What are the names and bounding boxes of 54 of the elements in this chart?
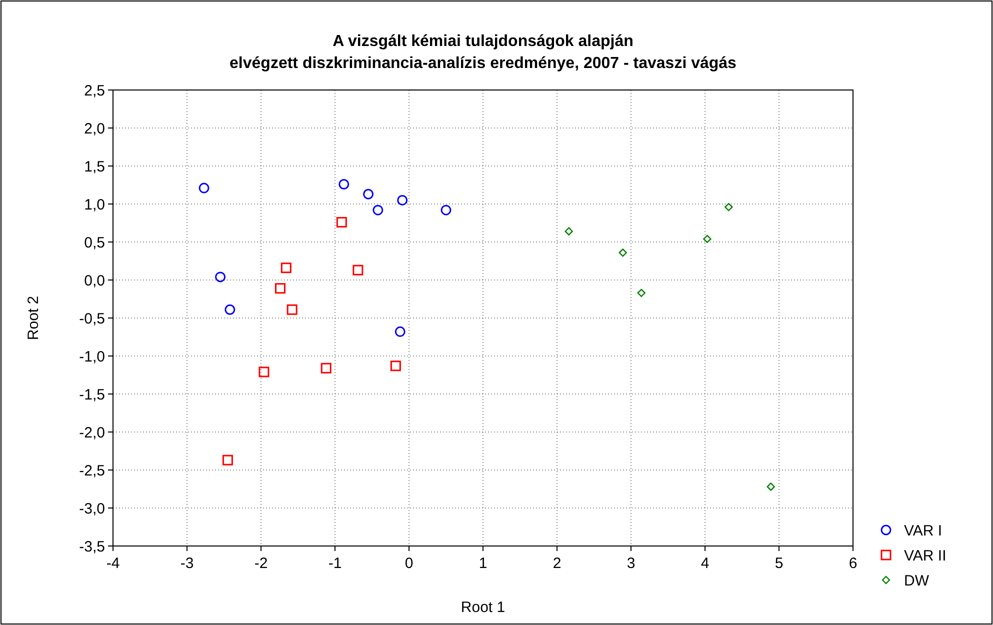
y-tick-label: 1,5 <box>84 158 105 176</box>
y-tick-label: 0,0 <box>84 272 105 290</box>
point <box>198 182 210 194</box>
point <box>222 454 233 466</box>
y-tick-label: 1,0 <box>84 196 105 214</box>
x-tick-label: 3 <box>626 555 636 572</box>
chart-title: A vizsgált kémiai tulajdonságok alapján elvégzett diszkriminancia-analízis eredménye, 2007 - tavaszi vágás <box>230 33 737 72</box>
x-axis-title: Root 1 <box>460 599 506 616</box>
point <box>286 304 298 315</box>
y-tick-label: 2,0 <box>84 120 105 138</box>
y-tick-label: -0,5 <box>79 310 105 328</box>
point <box>338 178 350 190</box>
y-axis-title: Root 2 <box>25 296 42 340</box>
point <box>637 288 646 298</box>
point <box>440 204 452 216</box>
y-tick-label: -1,5 <box>79 386 105 404</box>
x-tick-label: 4 <box>700 555 710 572</box>
y-tick-label: 0,5 <box>84 234 105 252</box>
x-tick-label: -3 <box>180 555 194 572</box>
legend-label: VAR II <box>904 547 946 564</box>
point <box>352 264 364 276</box>
y-tick-label: -3,0 <box>79 500 105 518</box>
y-tick-label: -1,0 <box>79 348 105 366</box>
point <box>766 482 775 491</box>
point <box>564 227 573 236</box>
point <box>397 194 408 206</box>
point <box>224 304 236 315</box>
y-tick-label: -2,0 <box>79 424 105 442</box>
x-tick-label: 0 <box>404 555 414 572</box>
x-tick-label: 2 <box>552 555 562 572</box>
point <box>394 326 406 337</box>
y-tick-label: -3,5 <box>79 538 105 556</box>
point <box>274 283 286 294</box>
point <box>724 202 733 212</box>
x-tick-label: -1 <box>328 555 342 572</box>
point <box>618 248 627 257</box>
y-tick-label: -2,5 <box>79 462 105 480</box>
point <box>280 262 292 274</box>
x-tick-label: 6 <box>848 555 858 572</box>
point <box>320 362 332 374</box>
point <box>363 188 374 200</box>
x-tick-label: 1 <box>478 555 488 572</box>
legend-label: DW <box>904 572 930 590</box>
y-tick-label: 2,5 <box>84 82 105 100</box>
point <box>703 234 712 244</box>
x-tick-label: -2 <box>254 555 268 572</box>
point <box>336 216 347 228</box>
point <box>215 272 226 282</box>
point <box>258 366 270 378</box>
point <box>390 360 401 372</box>
legend-label: VAR I <box>904 522 942 540</box>
x-tick-label: 5 <box>774 555 784 572</box>
point <box>372 204 384 216</box>
x-tick-label: -4 <box>106 555 120 572</box>
